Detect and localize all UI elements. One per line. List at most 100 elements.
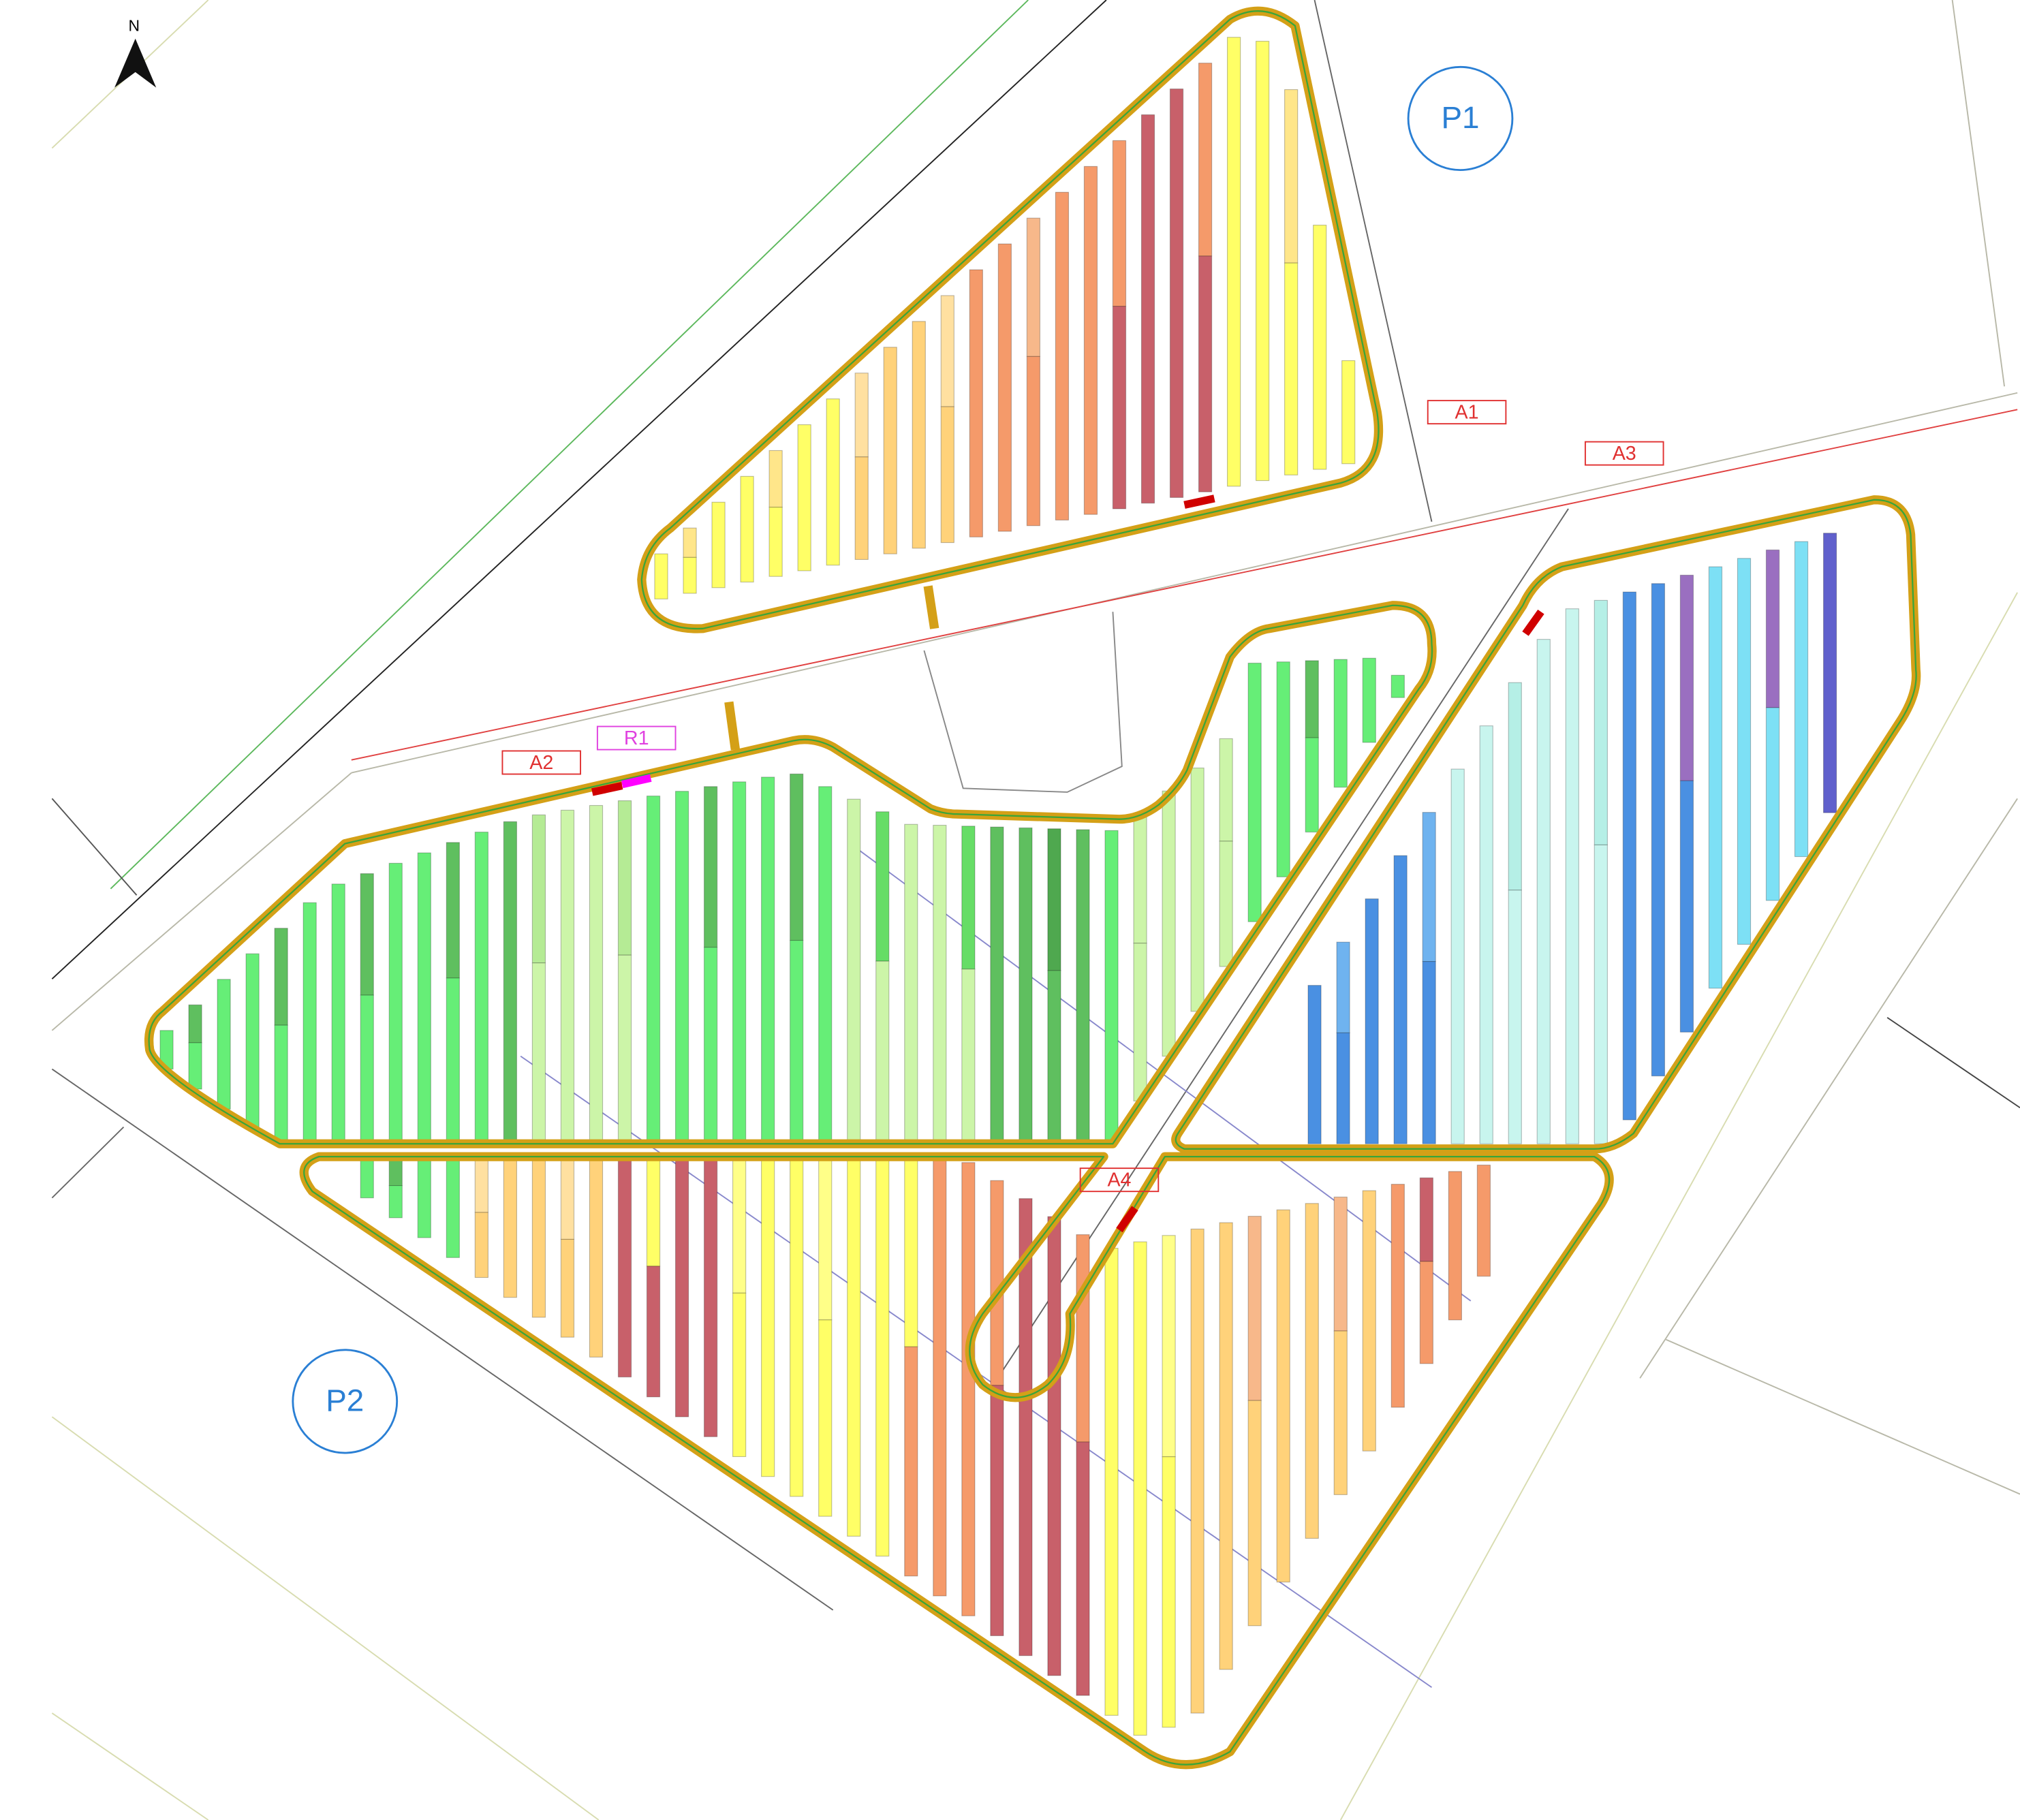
panel-row <box>1480 726 1493 1144</box>
panel-row <box>475 832 488 1144</box>
panel-row <box>962 969 975 1144</box>
panel-row <box>933 1159 946 1596</box>
panel-row <box>360 1159 373 1198</box>
panel-row <box>1048 1217 1061 1676</box>
panel-row <box>1277 662 1290 877</box>
zone-label: P1 <box>1441 100 1479 135</box>
panel-row <box>704 787 717 947</box>
panel-row <box>503 821 516 1144</box>
panel-row <box>1363 1191 1376 1451</box>
panel-row <box>275 928 288 1025</box>
panel-row <box>1277 1210 1290 1582</box>
panel-row <box>762 1159 775 1477</box>
panel-row <box>332 884 345 1144</box>
panel-row <box>217 979 230 1110</box>
panel-row <box>1420 1261 1433 1364</box>
panel-row <box>1508 682 1521 890</box>
panel-row <box>733 1159 746 1293</box>
panel-row <box>1199 256 1212 492</box>
panel-row <box>561 1159 574 1240</box>
panel-row <box>1680 781 1693 1032</box>
panel-row <box>1477 1165 1490 1276</box>
panel-row <box>189 1005 202 1043</box>
area-label: R1 <box>624 727 649 749</box>
panel-row <box>1308 986 1321 1144</box>
panel-row <box>655 554 668 599</box>
panel-row <box>503 1159 516 1298</box>
panel-row <box>561 1239 574 1337</box>
panel-row <box>589 806 602 1144</box>
panel-row <box>618 1159 631 1377</box>
panel-row <box>1566 609 1579 1144</box>
panel-row <box>826 399 839 565</box>
panel-row <box>855 457 868 560</box>
panel-row <box>905 824 918 1144</box>
panel-row <box>1285 90 1298 264</box>
panel-row <box>1334 659 1347 787</box>
area-label: A4 <box>1107 1170 1131 1191</box>
panel-row <box>1170 89 1183 498</box>
panel-row <box>855 373 868 457</box>
panel-row <box>1334 1197 1347 1331</box>
panel-row <box>1191 1229 1204 1713</box>
area-label: A3 <box>1613 443 1636 465</box>
panel-row <box>1019 828 1032 1144</box>
panel-row <box>389 863 402 1144</box>
panel-row <box>1256 42 1269 481</box>
zone-label: P2 <box>326 1383 364 1418</box>
panel-row <box>848 799 860 1144</box>
panel-row <box>1334 1331 1347 1494</box>
panel-rows <box>160 37 1837 1736</box>
panel-row <box>1105 1249 1118 1716</box>
panel-row <box>998 244 1011 531</box>
panel-row <box>1709 567 1722 988</box>
panel-row <box>769 450 782 507</box>
panel-row <box>1594 845 1607 1144</box>
panel-row <box>1824 533 1837 813</box>
panel-row <box>1248 663 1261 922</box>
panel-row <box>1134 943 1147 1101</box>
panel-row <box>647 796 659 1144</box>
panel-row <box>561 810 574 1144</box>
panel-row <box>275 1025 288 1144</box>
panel-row <box>1623 592 1636 1120</box>
panel-row <box>1228 37 1241 486</box>
panel-row <box>1305 661 1318 738</box>
panel-row <box>1680 575 1693 781</box>
panel-row <box>1113 140 1125 306</box>
panel-row <box>1314 225 1326 470</box>
panel-row <box>712 502 725 587</box>
panel-row <box>1337 1033 1350 1144</box>
panel-row <box>1305 1204 1318 1539</box>
panel-row <box>1141 114 1154 503</box>
north-label: N <box>128 17 140 35</box>
panel-row <box>1391 675 1404 697</box>
panel-row <box>475 1212 488 1277</box>
panel-row <box>1027 356 1040 525</box>
panel-row <box>1766 550 1779 708</box>
panel-row <box>446 843 459 978</box>
panel-row <box>1191 768 1204 1011</box>
panel-row <box>769 507 782 577</box>
panel-row <box>1451 769 1464 1144</box>
panel-row <box>733 782 746 1144</box>
panel-row <box>1219 841 1232 967</box>
panel-row <box>848 1159 860 1536</box>
panel-row <box>1162 791 1175 1056</box>
panel-row <box>1084 166 1097 514</box>
panel-row <box>1134 1242 1147 1735</box>
panel-row <box>1162 1236 1175 1457</box>
panel-row <box>962 1163 975 1616</box>
panel-row <box>532 963 545 1144</box>
panel-row <box>1365 899 1378 1144</box>
panel-row <box>733 1293 746 1456</box>
panel-row <box>676 1159 689 1417</box>
panel-row <box>1448 1172 1461 1320</box>
panel-row <box>618 801 631 956</box>
panel-row <box>1420 1178 1433 1261</box>
panel-row <box>1508 890 1521 1144</box>
panel-row <box>683 528 696 557</box>
panel-row <box>991 827 1004 1144</box>
panel-row <box>1537 640 1550 1144</box>
panel-row <box>1423 813 1435 962</box>
